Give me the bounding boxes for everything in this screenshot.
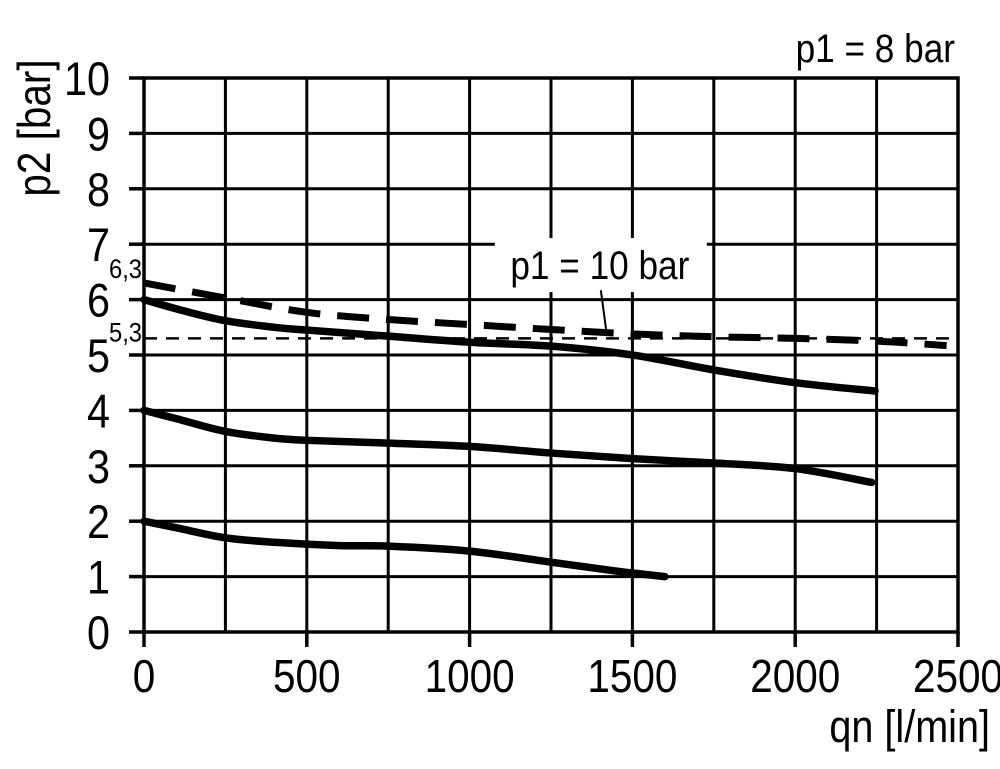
y-tick-label: 9 — [87, 109, 110, 161]
y-tick-label: 4 — [87, 386, 110, 438]
annotation-leader-line — [599, 290, 608, 330]
y-tick-label: 2 — [87, 497, 110, 549]
curve-solid-thick — [140, 295, 879, 395]
y-tick-label: 6 — [87, 275, 110, 327]
x-tick-label: 1500 — [587, 652, 677, 703]
y-tick-label: 0 — [87, 608, 110, 660]
y-tick-label: 3 — [87, 441, 110, 493]
chart-title: p1 = 8 bar — [796, 26, 955, 71]
y-tick-label: 1 — [87, 552, 110, 604]
curve-dashed-thick — [143, 279, 947, 350]
y-axis-label: p2 [bar] — [10, 59, 61, 196]
y-tick-label: 7 — [87, 220, 110, 272]
x-axis-label: qn [l/min] — [829, 702, 990, 752]
y-tick-label: 10 — [64, 54, 110, 106]
annotation-backing — [494, 238, 707, 293]
curve-solid-thick — [140, 517, 669, 581]
y-tick-label: 5 — [87, 331, 110, 383]
annotation-p1-10bar: p1 = 10 bar — [510, 243, 689, 288]
x-tick-label: 0 — [133, 652, 156, 703]
curve-solid-thick — [140, 406, 876, 487]
ref-label-5-3: 5,3 — [109, 318, 142, 348]
y-tick-label: 8 — [87, 164, 110, 216]
x-tick-label: 2500 — [913, 652, 1000, 703]
ref-label-6-3: 6,3 — [109, 255, 142, 285]
x-tick-label: 2000 — [750, 652, 840, 703]
x-tick-label: 500 — [273, 652, 341, 703]
x-tick-label: 1000 — [425, 652, 515, 703]
